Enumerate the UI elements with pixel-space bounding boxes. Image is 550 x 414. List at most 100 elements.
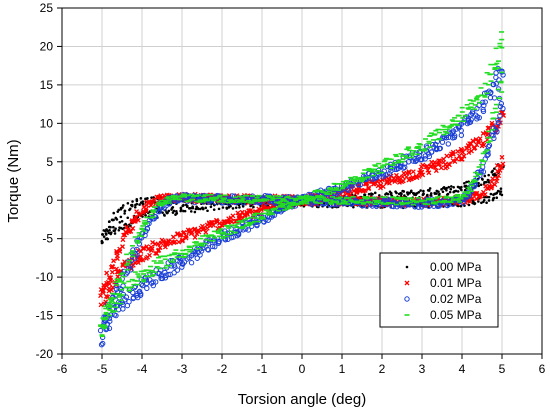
data-point (447, 153, 453, 159)
data-point (109, 287, 114, 293)
data-point (396, 175, 402, 181)
data-point (468, 141, 474, 147)
data-point (465, 180, 468, 184)
data-point (483, 174, 487, 178)
data-point (436, 145, 443, 152)
data-point (495, 196, 499, 200)
data-point (129, 203, 133, 207)
x-tick-label: 3 (419, 362, 426, 376)
data-point (101, 282, 107, 288)
data-point (444, 202, 450, 209)
data-point (102, 235, 106, 238)
data-point (493, 167, 496, 170)
data-point (107, 225, 111, 229)
data-point (120, 306, 126, 312)
data-point (122, 232, 128, 238)
data-point (99, 340, 106, 347)
data-point (369, 203, 376, 209)
data-point (209, 243, 216, 250)
data-point (452, 133, 458, 139)
data-point (126, 216, 130, 220)
data-point (345, 187, 352, 193)
data-points (97, 31, 507, 348)
data-point (203, 229, 209, 235)
data-point (117, 208, 120, 212)
data-point (161, 211, 164, 214)
data-point (225, 219, 231, 225)
data-point (141, 204, 147, 210)
data-point (490, 81, 497, 88)
data-point (196, 229, 202, 235)
data-point (150, 239, 156, 245)
data-point (495, 117, 501, 123)
data-point (155, 208, 161, 214)
data-point (193, 210, 197, 214)
data-point (499, 187, 503, 190)
data-point (130, 247, 136, 253)
data-point (456, 190, 460, 193)
data-point (100, 288, 106, 294)
data-point (112, 211, 116, 215)
data-point (126, 299, 132, 305)
data-point (422, 156, 428, 162)
data-point (104, 270, 110, 276)
data-point (144, 199, 150, 205)
data-point (371, 192, 374, 196)
data-point (432, 159, 438, 165)
data-point (449, 187, 453, 191)
data-point (107, 220, 111, 223)
data-point (422, 192, 425, 196)
data-point (441, 190, 445, 194)
data-point (487, 173, 490, 177)
data-point (119, 215, 123, 219)
data-point (241, 205, 245, 208)
data-point (445, 141, 451, 147)
data-point (417, 190, 421, 194)
y-tick-label: 20 (40, 39, 54, 53)
data-point (162, 213, 166, 217)
y-tick-label: -20 (36, 347, 54, 361)
x-tick-label: -6 (57, 362, 68, 376)
data-point (429, 193, 432, 197)
data-point (174, 267, 181, 273)
legend-label: 0.02 MPa (430, 292, 482, 306)
data-point (120, 237, 126, 243)
data-point (153, 279, 159, 285)
data-point (171, 205, 175, 209)
y-tick-label: -10 (36, 270, 54, 284)
data-point (378, 182, 384, 188)
data-point (113, 286, 119, 293)
data-point (439, 139, 446, 145)
data-point (181, 259, 188, 265)
data-point (252, 205, 255, 209)
data-point (100, 239, 104, 243)
data-point (238, 206, 241, 209)
data-point (499, 154, 505, 160)
legend-item: 0.02 MPa (404, 292, 482, 306)
data-point (400, 178, 406, 184)
data-point (466, 150, 472, 156)
data-point (165, 211, 169, 215)
data-point (179, 208, 183, 211)
data-point (420, 162, 426, 168)
data-point (406, 170, 412, 176)
data-point (144, 197, 147, 201)
data-point (495, 119, 502, 126)
data-point (436, 158, 442, 164)
data-point (463, 182, 466, 185)
data-point (353, 190, 359, 196)
data-point (172, 209, 176, 213)
data-point (477, 181, 480, 185)
data-point (438, 165, 444, 171)
data-point (139, 201, 143, 204)
data-point (278, 209, 284, 215)
data-point (182, 203, 185, 207)
data-point (229, 204, 232, 208)
data-point (112, 225, 115, 229)
data-point (477, 136, 483, 142)
data-point (113, 312, 119, 319)
legend-label: 0.05 MPa (430, 308, 482, 322)
data-point (405, 265, 409, 269)
y-tick-label: 25 (40, 1, 54, 15)
